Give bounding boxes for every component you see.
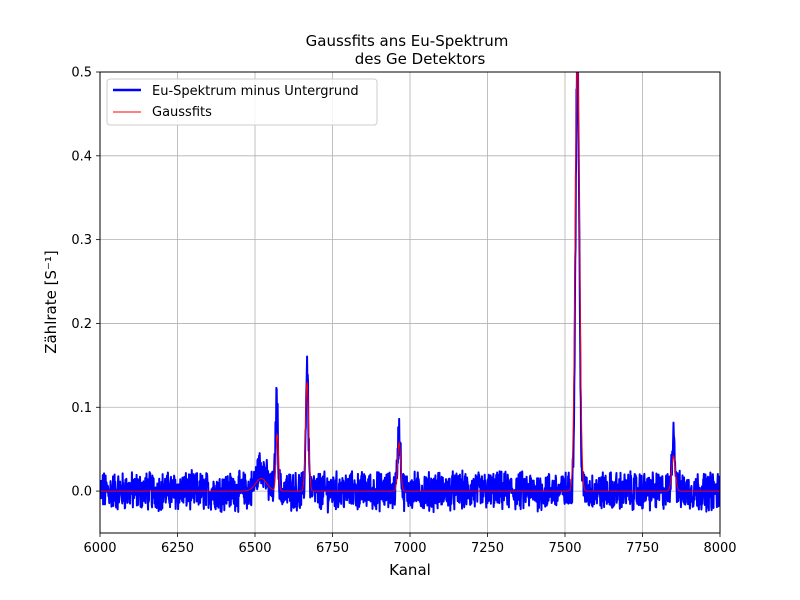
- y-tick-label: 0.3: [71, 233, 92, 248]
- ticks: 6000 6250 6500 6750 7000 7250 7500 7750 8000 0.0 0…: [71, 66, 736, 557]
- x-tick-label: 6000: [83, 541, 116, 556]
- series-layer: [100, 72, 720, 514]
- series-line-spectrum: [100, 72, 720, 514]
- legend-box: [106, 78, 378, 126]
- x-tick-label: 6500: [238, 541, 271, 556]
- x-tick-label: 7250: [471, 541, 504, 556]
- x-tick-label: 7750: [626, 541, 659, 556]
- y-tick-label: 0.2: [71, 317, 92, 332]
- x-tick-label: 7500: [548, 541, 581, 556]
- x-axis-label: Kanal: [389, 561, 431, 579]
- y-tick-label: 0.5: [71, 66, 92, 81]
- legend: Eu-Spektrum minus Untergrund Gaussfits: [106, 78, 378, 126]
- x-tick-label: 7000: [393, 541, 426, 556]
- chart-title-line-2: des Ge Detektors: [355, 50, 486, 68]
- y-tick-label: 0.0: [71, 485, 92, 500]
- y-tick-label: 0.4: [71, 149, 92, 164]
- chart-title-line-1: Gaussfits ans Eu-Spektrum: [306, 32, 509, 50]
- x-tick-label: 8000: [703, 541, 736, 556]
- y-tick-label: 0.1: [71, 401, 92, 416]
- series-line-gaussfits: [100, 72, 720, 492]
- legend-label-gaussfits: Gaussfits: [152, 105, 212, 120]
- x-tick-label: 6750: [316, 541, 349, 556]
- y-axis-label: Zählrate [S⁻¹]: [42, 250, 60, 354]
- legend-label-spectrum: Eu-Spektrum minus Untergrund: [152, 84, 359, 99]
- x-tick-label: 6250: [161, 541, 194, 556]
